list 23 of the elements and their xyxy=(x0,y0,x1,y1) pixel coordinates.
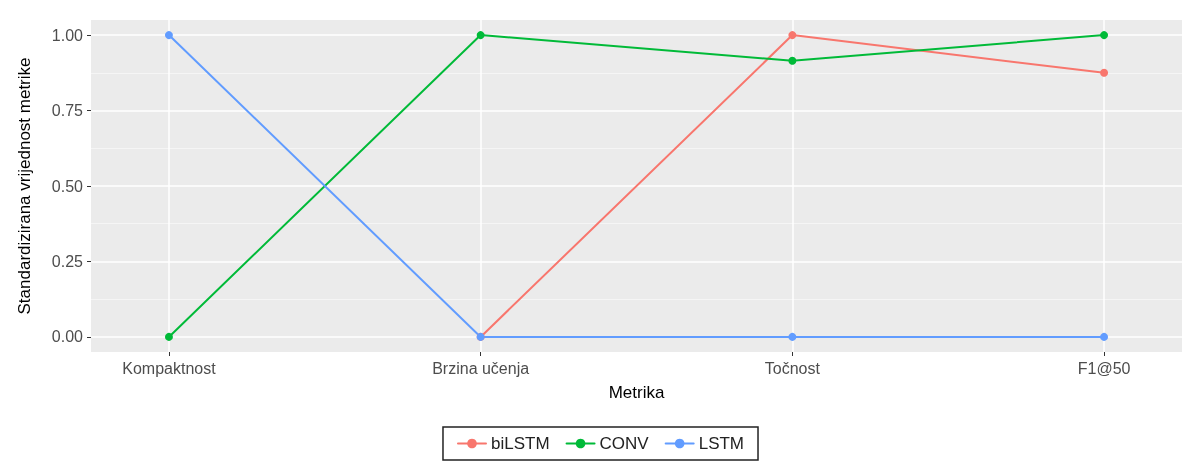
x-tick-label: Točnost xyxy=(764,359,821,377)
point xyxy=(1100,332,1109,341)
point xyxy=(1100,68,1109,77)
x-tick-label: F1@50 xyxy=(1077,359,1131,377)
point xyxy=(788,56,797,65)
y-tick-label: 1.00 xyxy=(51,26,84,44)
x-tick-label: Brzina učenja xyxy=(432,359,530,377)
y-tick-label: 0.00 xyxy=(51,328,84,346)
y-tick-label: 0.50 xyxy=(51,177,84,195)
point xyxy=(476,31,485,40)
x-tick-label: Kompaktnost xyxy=(122,359,217,377)
y-tick-label: 0.25 xyxy=(51,252,84,270)
x-axis-title: Metrika xyxy=(608,383,665,402)
point xyxy=(164,332,173,341)
y-axis-title: Standardizirana vrijednost metrike xyxy=(15,57,34,315)
point xyxy=(164,31,173,40)
legend-label: CONV xyxy=(599,434,650,453)
point xyxy=(1100,31,1109,40)
point xyxy=(788,332,797,341)
legend-label: biLSTM xyxy=(490,434,550,453)
legend-label: LSTM xyxy=(698,434,745,453)
point xyxy=(788,31,797,40)
y-tick-label: 0.75 xyxy=(51,102,84,120)
